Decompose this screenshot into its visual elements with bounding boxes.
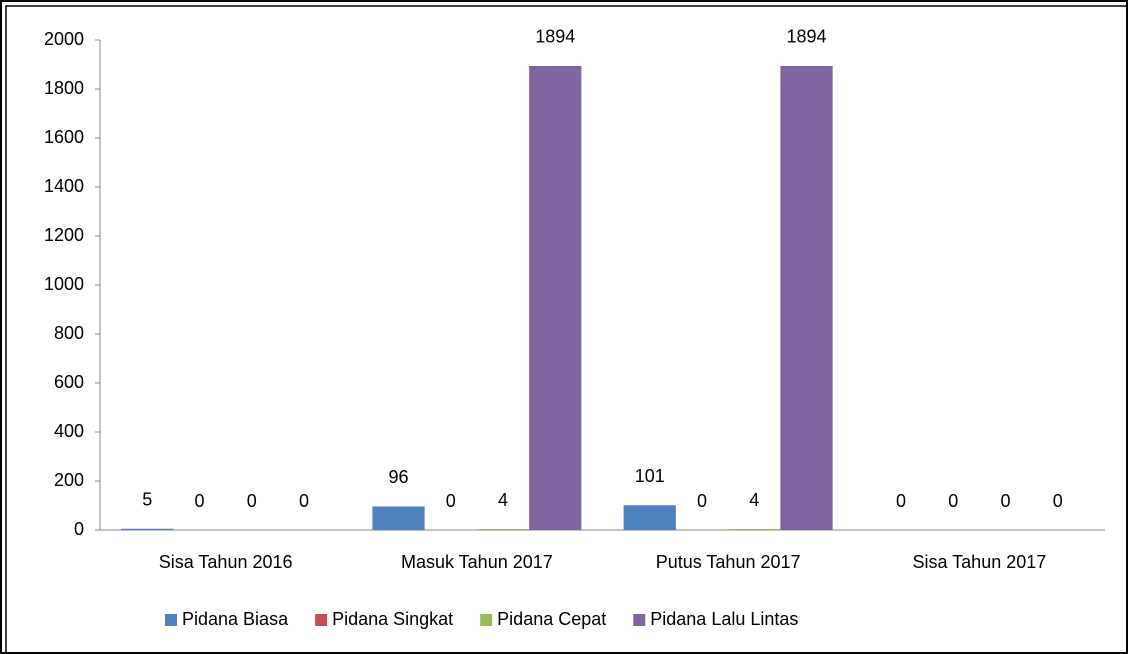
value-label: 0 (194, 491, 204, 511)
y-tick-label: 2000 (44, 29, 84, 49)
legend-label: Pidana Cepat (497, 609, 606, 629)
frame-inner (5, 5, 1128, 654)
y-tick-label: 0 (74, 519, 84, 539)
x-tick-label: Sisa Tahun 2017 (912, 552, 1046, 572)
x-tick-label: Masuk Tahun 2017 (401, 552, 553, 572)
legend-swatch (633, 614, 646, 626)
x-tick-label: Sisa Tahun 2016 (159, 552, 293, 572)
value-label: 0 (697, 491, 707, 511)
y-tick-label: 200 (54, 470, 84, 490)
bar (476, 529, 530, 530)
value-label: 0 (247, 491, 257, 511)
y-tick-label: 1400 (44, 176, 84, 196)
value-label: 1894 (535, 27, 575, 47)
bar (623, 505, 676, 530)
y-tick-label: 1200 (44, 225, 84, 245)
legend-label: Pidana Lalu Lintas (650, 609, 798, 629)
value-label: 1894 (786, 27, 826, 47)
y-tick-label: 1600 (44, 127, 84, 147)
bar (780, 65, 833, 530)
value-label: 0 (896, 491, 906, 511)
legend-swatch (165, 614, 177, 626)
y-tick-label: 600 (54, 372, 84, 392)
bar (372, 506, 425, 530)
value-label: 0 (446, 491, 456, 511)
value-label: 4 (498, 490, 508, 510)
legend-label: Pidana Biasa (182, 609, 289, 629)
value-label: 0 (948, 491, 958, 511)
bar (121, 528, 174, 530)
legend-swatch (480, 614, 493, 626)
value-label: 0 (299, 491, 309, 511)
y-tick-label: 1000 (44, 274, 84, 294)
y-tick-label: 1800 (44, 78, 84, 98)
bar (529, 65, 582, 530)
legend-label: Pidana Singkat (332, 609, 453, 629)
value-label: 0 (1000, 491, 1010, 511)
y-tick-label: 800 (54, 323, 84, 343)
bar (728, 529, 781, 530)
y-tick-label: 400 (54, 421, 84, 441)
value-label: 96 (388, 467, 408, 487)
value-label: 101 (635, 466, 665, 486)
value-label: 5 (142, 490, 152, 510)
value-label: 0 (1053, 491, 1063, 511)
value-label: 4 (749, 490, 759, 510)
legend-swatch (315, 614, 328, 626)
x-tick-label: Putus Tahun 2017 (656, 552, 801, 572)
